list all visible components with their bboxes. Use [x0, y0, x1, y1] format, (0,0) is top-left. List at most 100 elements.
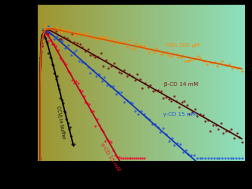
Point — [153, 123, 157, 126]
Bar — [213, 4, 214, 161]
Point — [74, 49, 78, 52]
Bar — [161, 4, 162, 161]
Point — [49, 29, 53, 32]
Point — [174, 99, 178, 102]
Point — [67, 127, 71, 130]
Point — [188, 58, 192, 61]
Bar — [221, 4, 222, 161]
Bar — [59, 4, 60, 161]
Point — [203, 119, 207, 122]
Bar — [129, 4, 130, 161]
Bar — [189, 4, 190, 161]
Point — [230, 66, 234, 69]
Point — [132, 156, 136, 159]
Point — [183, 59, 187, 62]
Bar — [136, 4, 137, 161]
Bar — [177, 4, 178, 161]
Bar — [164, 4, 165, 161]
Point — [45, 30, 49, 33]
Point — [140, 87, 144, 90]
Point — [72, 82, 76, 85]
Bar — [227, 4, 228, 161]
Point — [52, 38, 56, 41]
Point — [49, 32, 53, 35]
Point — [45, 41, 49, 44]
Point — [111, 84, 115, 87]
Point — [54, 78, 58, 81]
Point — [231, 156, 235, 159]
Point — [43, 30, 47, 33]
Bar — [220, 4, 221, 161]
Bar — [199, 4, 200, 161]
Bar — [169, 4, 170, 161]
Point — [55, 75, 59, 78]
Point — [127, 38, 131, 41]
Point — [51, 29, 55, 32]
Point — [46, 28, 50, 31]
Point — [232, 65, 236, 68]
Bar — [163, 4, 164, 161]
Point — [100, 36, 104, 39]
Bar — [202, 4, 203, 161]
Point — [130, 75, 134, 78]
Bar — [50, 4, 51, 161]
Point — [68, 72, 72, 75]
Point — [44, 36, 48, 39]
Point — [57, 88, 61, 91]
Point — [135, 73, 139, 76]
Point — [105, 35, 109, 38]
Point — [41, 35, 45, 38]
Point — [112, 41, 116, 44]
Point — [41, 33, 45, 36]
Bar — [147, 4, 148, 161]
Point — [42, 32, 46, 35]
Point — [40, 44, 44, 47]
Point — [39, 41, 43, 44]
Bar — [240, 4, 241, 161]
Point — [235, 131, 239, 134]
Point — [186, 60, 190, 63]
Bar — [97, 4, 98, 161]
Point — [201, 59, 205, 62]
Point — [185, 104, 189, 107]
Point — [39, 61, 43, 64]
Bar — [139, 4, 140, 161]
Point — [43, 33, 47, 36]
Bar — [186, 4, 187, 161]
Point — [142, 113, 146, 116]
Point — [181, 150, 185, 153]
Bar — [236, 4, 237, 161]
Bar — [94, 4, 95, 161]
Point — [175, 141, 179, 144]
Bar — [127, 4, 128, 161]
Bar — [75, 4, 76, 161]
Point — [97, 123, 101, 126]
Point — [119, 71, 123, 74]
Point — [201, 156, 205, 159]
Point — [203, 156, 207, 159]
Point — [125, 98, 129, 101]
Bar — [155, 4, 156, 161]
Point — [109, 140, 113, 143]
Point — [70, 32, 74, 35]
Bar — [231, 4, 232, 161]
Point — [229, 156, 233, 159]
Point — [80, 90, 84, 93]
Bar — [61, 4, 62, 161]
Text: β-CD 14 mM: β-CD 14 mM — [164, 82, 199, 87]
Bar — [200, 4, 201, 161]
Point — [41, 34, 45, 37]
Point — [237, 156, 241, 159]
Bar — [138, 4, 139, 161]
Point — [46, 24, 50, 27]
Point — [178, 56, 182, 59]
Bar — [55, 4, 56, 161]
Point — [146, 86, 150, 89]
Point — [171, 52, 175, 55]
Point — [49, 57, 53, 60]
Bar — [78, 4, 79, 161]
Point — [205, 63, 209, 66]
Bar — [132, 4, 133, 161]
Bar — [122, 4, 123, 161]
Bar — [113, 4, 114, 161]
